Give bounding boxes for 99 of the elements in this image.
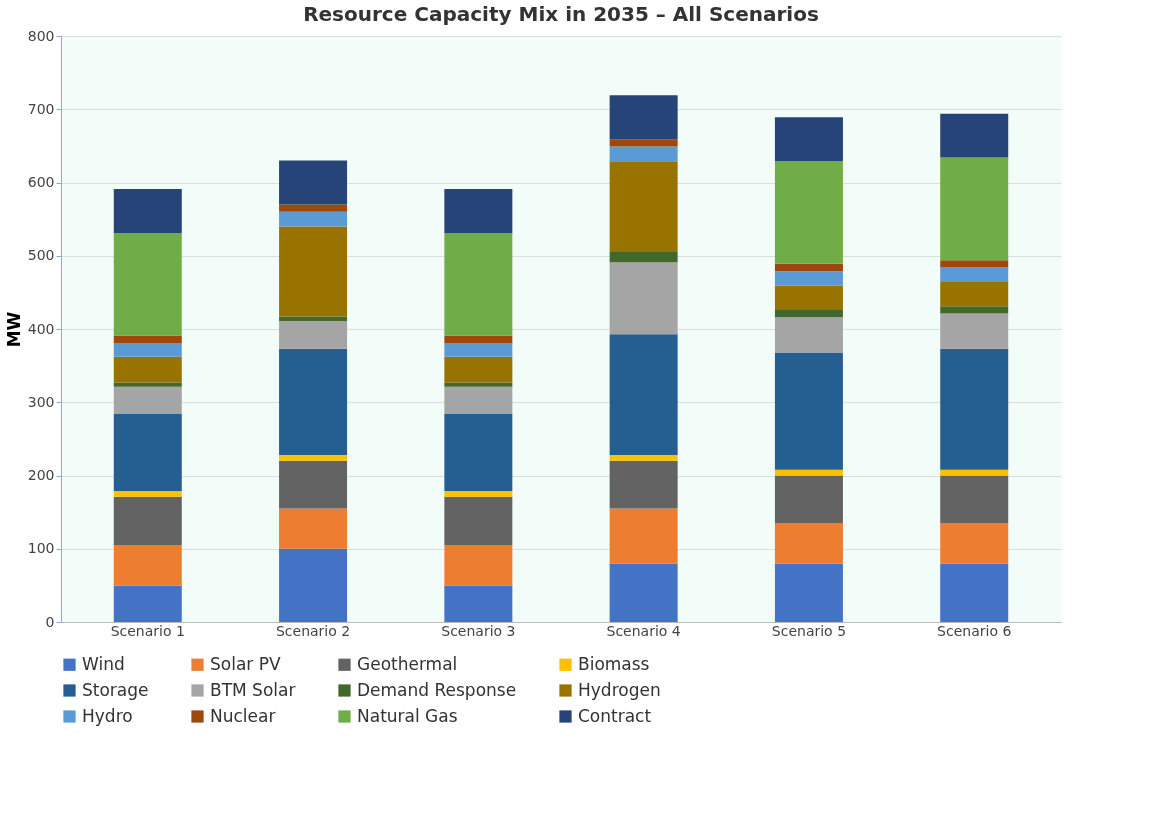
legend-label: BTM Solar [210, 679, 296, 700]
bar [774, 563, 843, 622]
y-tick-label: 200 [27, 467, 55, 483]
bar [279, 204, 348, 212]
bar [774, 117, 843, 162]
bar [113, 356, 182, 383]
bar [609, 161, 678, 253]
legend-label: Demand Response [357, 679, 517, 700]
bar [940, 469, 1009, 476]
bar [940, 523, 1009, 564]
x-tick-label: Scenario 4 [606, 622, 681, 639]
bar [279, 454, 348, 461]
bar [774, 309, 843, 318]
bar [113, 386, 182, 414]
legend-label: Biomass [578, 653, 650, 674]
bar [609, 262, 678, 335]
bar [609, 95, 678, 140]
bar [279, 508, 348, 549]
bar [113, 189, 182, 234]
bar [113, 585, 182, 622]
bar [444, 413, 513, 491]
bar [279, 460, 348, 509]
bar [444, 386, 513, 414]
legend-label: Wind [82, 653, 125, 674]
bar [774, 317, 843, 353]
bar [774, 475, 843, 524]
bar [774, 469, 843, 476]
x-tick-label: Scenario 2 [275, 622, 351, 639]
bar [279, 548, 348, 622]
bar [774, 161, 843, 264]
y-tick-label: 600 [27, 174, 55, 190]
bar [940, 267, 1009, 283]
legend-label: Nuclear [210, 705, 276, 726]
bar [444, 545, 513, 586]
x-tick-label: Scenario 5 [771, 622, 847, 639]
x-tick-label: Scenario 6 [937, 622, 1012, 639]
y-tick-label: 500 [27, 247, 55, 264]
legend-label: Hydro [82, 705, 133, 726]
bar [940, 113, 1009, 158]
bar [609, 454, 678, 461]
bar [444, 189, 513, 234]
bar [113, 342, 182, 357]
legend-label: Contract [578, 705, 652, 726]
x-tick-label: Scenario 1 [110, 622, 185, 639]
y-tick-label: 0 [45, 613, 55, 630]
bar [609, 334, 678, 455]
legend-label: Natural Gas [357, 705, 458, 726]
bar [774, 523, 843, 564]
bar [774, 285, 843, 310]
bar [940, 260, 1009, 268]
bar [940, 157, 1009, 261]
bar [444, 382, 513, 387]
bar [444, 490, 513, 497]
bar [113, 233, 182, 336]
bar [609, 508, 678, 564]
bar [444, 585, 513, 622]
bar [774, 263, 843, 272]
bar [279, 320, 348, 349]
y-tick-label: 700 [27, 100, 55, 117]
x-tick-label: Scenario 3 [441, 622, 516, 639]
bar [279, 160, 348, 205]
bar [940, 282, 1009, 307]
bar [444, 342, 513, 357]
bar [113, 413, 182, 491]
bar [609, 563, 678, 622]
bar [774, 271, 843, 286]
legend-label: Geothermal [357, 653, 458, 674]
bar [113, 335, 182, 343]
bar [113, 545, 182, 586]
y-tick-label: 400 [27, 320, 55, 337]
bar [940, 348, 1009, 470]
bar [940, 306, 1009, 314]
bar [279, 211, 348, 227]
bar [113, 496, 182, 546]
bar [940, 475, 1009, 524]
legend-label: Solar PV [210, 653, 281, 674]
bar [279, 348, 348, 455]
chart-title: Resource Capacity Mix in 2035 – All Scenarios [303, 2, 819, 26]
bar [940, 313, 1009, 349]
bar [609, 460, 678, 509]
bar [444, 496, 513, 546]
legend-label: Storage [82, 679, 149, 700]
legend-label: Hydrogen [578, 679, 661, 700]
bar [113, 490, 182, 497]
y-axis-title: MW [3, 311, 24, 348]
bar [774, 352, 843, 470]
bar [444, 335, 513, 343]
y-tick-label: 300 [27, 393, 55, 410]
bar [609, 146, 678, 162]
y-tick-label: 100 [27, 540, 55, 557]
bar [609, 139, 678, 147]
bar [279, 226, 348, 317]
y-tick-label: 800 [27, 27, 55, 44]
bar [444, 356, 513, 383]
bar [940, 563, 1009, 622]
bar [113, 382, 182, 387]
bar [609, 252, 678, 263]
bar [444, 233, 513, 336]
bar [279, 316, 348, 321]
